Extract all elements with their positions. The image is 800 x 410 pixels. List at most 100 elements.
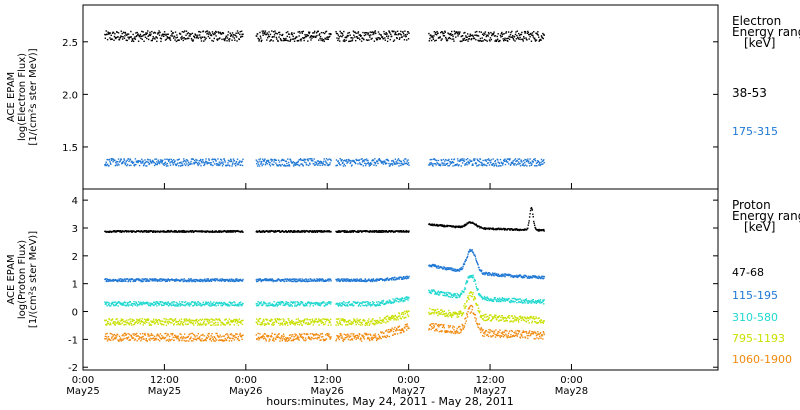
electron-data-point	[467, 38, 470, 40]
electron-data-point	[157, 33, 159, 35]
electron-data-point	[303, 39, 305, 42]
proton-data-point	[153, 321, 155, 323]
proton-data-point	[377, 301, 380, 303]
proton-data-point	[338, 304, 340, 307]
proton-data-point	[185, 318, 188, 320]
electron-data-point	[214, 33, 216, 35]
electron-data-point	[457, 35, 459, 37]
proton-data-point	[528, 275, 530, 278]
proton-data-point	[435, 224, 437, 226]
proton-data-point	[273, 230, 275, 232]
proton-data-point	[194, 280, 197, 283]
electron-data-point	[392, 160, 395, 163]
proton-data-point	[156, 231, 158, 233]
proton-data-point	[305, 303, 308, 306]
proton-data-point	[539, 299, 542, 301]
electron-data-point	[293, 32, 295, 35]
proton-data-point	[346, 304, 349, 306]
electron-data-point	[236, 158, 239, 160]
proton-data-point	[259, 279, 261, 281]
proton-data-point	[452, 268, 455, 270]
proton-data-point	[307, 278, 309, 281]
proton-data-point	[529, 209, 532, 212]
electron-data-point	[531, 32, 534, 34]
electron-data-point	[517, 36, 519, 39]
electron-data-point	[196, 36, 199, 38]
proton-data-point	[120, 303, 122, 306]
proton-data-point	[508, 300, 511, 303]
proton-data-point	[381, 229, 384, 232]
electron-data-point	[507, 163, 510, 165]
electron-data-point	[473, 158, 475, 160]
proton-data-point	[129, 322, 131, 324]
proton-data-point	[262, 320, 264, 322]
electron-data-point	[166, 36, 169, 38]
electron-data-point	[312, 35, 314, 38]
electron-data-point	[327, 164, 330, 167]
proton-data-point	[349, 319, 351, 321]
proton-data-point	[142, 320, 144, 323]
proton-data-point	[165, 303, 168, 306]
electron-data-point	[534, 159, 537, 162]
proton-data-point	[216, 319, 219, 321]
proton-data-point	[403, 299, 405, 302]
electron-data-point	[152, 159, 154, 162]
proton-data-point	[295, 280, 298, 283]
electron-data-point	[379, 159, 381, 161]
electron-data-point	[215, 31, 218, 33]
proton-data-point	[522, 277, 524, 279]
proton-data-point	[530, 207, 532, 210]
proton-data-point	[206, 280, 209, 282]
proton-data-point	[288, 319, 290, 322]
electron-data-point	[461, 35, 464, 37]
electron-data-point	[159, 31, 161, 34]
electron-data-point	[339, 164, 342, 166]
proton-data-point	[120, 302, 122, 304]
electron-data-point	[139, 160, 142, 162]
electron-data-point	[303, 161, 306, 163]
proton-data-point	[370, 305, 372, 307]
proton-data-point	[230, 231, 232, 233]
electron-data-point	[256, 165, 259, 167]
proton-data-point	[237, 303, 240, 305]
electron-data-point	[398, 38, 401, 41]
electron-data-point	[114, 36, 117, 39]
proton-data-point	[457, 226, 460, 229]
proton-data-point	[228, 279, 230, 282]
electron-data-point	[273, 34, 276, 36]
proton-data-point	[444, 267, 446, 269]
proton-data-point	[177, 305, 179, 307]
proton-data-point	[453, 295, 455, 297]
proton-data-point	[150, 320, 152, 322]
proton-data-point	[202, 280, 204, 283]
electron-data-point	[166, 158, 168, 160]
electron-data-point	[445, 158, 447, 161]
proton-data-point	[368, 278, 370, 280]
proton-data-point	[351, 304, 353, 306]
proton-data-point	[205, 302, 208, 304]
proton-data-point	[287, 318, 290, 320]
electron-data-point	[226, 40, 228, 42]
electron-data-point	[392, 40, 395, 43]
proton-data-point	[462, 290, 464, 293]
proton-data-point	[111, 319, 113, 322]
electron-data-point	[128, 38, 130, 40]
proton-data-point	[230, 302, 233, 304]
proton-data-point	[326, 319, 328, 321]
proton-data-point	[153, 280, 155, 282]
electron-data-point	[371, 160, 373, 162]
electron-data-point	[204, 163, 206, 166]
electron-data-point	[318, 162, 320, 165]
proton-data-point	[298, 304, 301, 306]
electron-data-point	[472, 35, 474, 38]
proton-data-point	[209, 302, 211, 305]
proton-data-point	[534, 227, 537, 229]
proton-data-point	[139, 318, 141, 320]
electron-data-point	[164, 33, 166, 35]
proton-data-point	[388, 230, 391, 232]
proton-data-point	[111, 303, 113, 305]
electron-data-point	[537, 160, 539, 162]
electron-data-point	[466, 33, 469, 35]
electron-data-point	[396, 159, 399, 161]
proton-data-point	[393, 300, 395, 302]
